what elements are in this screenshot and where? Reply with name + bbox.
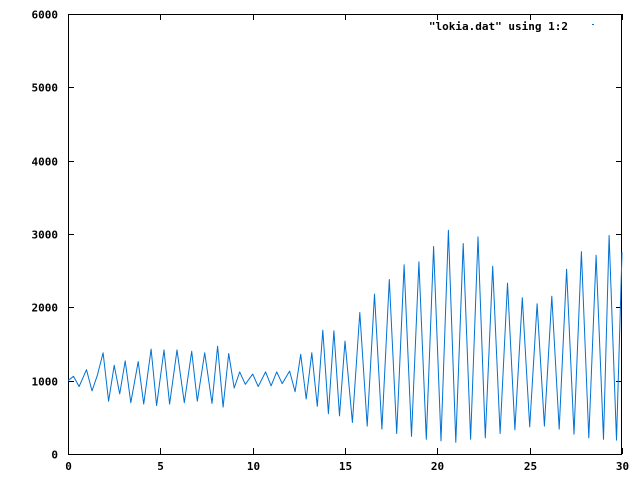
x-tick-label: 0: [65, 460, 72, 473]
y-tick-label: 4000: [32, 156, 59, 169]
series-line: [67, 229, 623, 443]
series-layer: [67, 229, 623, 443]
x-tick-label: 10: [247, 460, 260, 473]
x-tick-label: 25: [524, 460, 537, 473]
y-tick-label: 0: [51, 449, 58, 462]
y-tick-label: 5000: [32, 82, 59, 95]
y-tick-label: 1000: [32, 376, 59, 389]
legend-series-label: "lokia.dat" using 1:2: [429, 20, 568, 33]
x-axis-ticks: 0 5 10 15 20 25 30: [65, 14, 629, 473]
y-axis-ticks: 0 1000 2000 3000 4000 5000 6000: [32, 9, 622, 462]
y-tick-label: 2000: [32, 302, 59, 315]
legend: "lokia.dat" using 1:2: [429, 20, 594, 33]
x-tick-label: 30: [616, 460, 629, 473]
x-tick-label: 20: [431, 460, 444, 473]
y-tick-label: 3000: [32, 229, 59, 242]
y-tick-label: 6000: [32, 9, 59, 22]
x-tick-label: 5: [157, 460, 164, 473]
x-tick-label: 15: [339, 460, 352, 473]
